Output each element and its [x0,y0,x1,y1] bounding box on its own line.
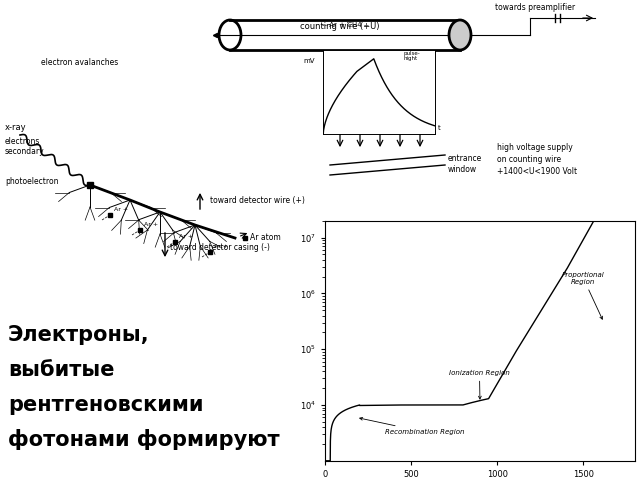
Text: high voltage supply: high voltage supply [497,143,573,152]
Text: towards preamplifier: towards preamplifier [495,3,575,12]
Text: x-ray: x-ray [5,123,27,132]
Text: выбитые: выбитые [8,360,115,380]
Text: mV: mV [303,58,314,64]
Text: photoelectron: photoelectron [5,178,58,187]
Text: +1400<U<1900 Volt: +1400<U<1900 Volt [497,167,577,176]
Text: -- Ar + CH4 --: -- Ar + CH4 -- [321,22,369,28]
Text: Ar atom: Ar atom [250,233,281,242]
Text: secondary: secondary [5,147,45,156]
Text: toward detector casing (-): toward detector casing (-) [170,243,270,252]
Text: pulse-
hight: pulse- hight [404,51,420,61]
Text: Электроны,: Электроны, [8,325,150,345]
Text: toward detector wire (+): toward detector wire (+) [210,195,305,204]
Text: t: t [438,125,440,131]
Text: Ar +: Ar + [214,244,228,249]
Text: Proportional
Region: Proportional Region [562,272,605,319]
Text: X-rays: X-rays [367,85,393,94]
Ellipse shape [449,20,471,50]
Text: electrons: electrons [5,137,40,146]
Text: фотонами формируют: фотонами формируют [8,430,280,451]
Text: electron avalanches: electron avalanches [42,58,118,67]
Text: Ionization Region: Ionization Region [449,370,510,399]
Text: Ar +: Ar + [114,207,128,212]
Text: counting wire (+U): counting wire (+U) [300,22,380,31]
Text: Ar +: Ar + [179,234,193,239]
Text: рентгеновскими: рентгеновскими [8,395,204,415]
Text: Ar +: Ar + [144,222,158,227]
Text: Recombination Region: Recombination Region [360,418,465,435]
Text: entrance
window: entrance window [448,154,483,174]
Text: on counting wire: on counting wire [497,155,561,164]
